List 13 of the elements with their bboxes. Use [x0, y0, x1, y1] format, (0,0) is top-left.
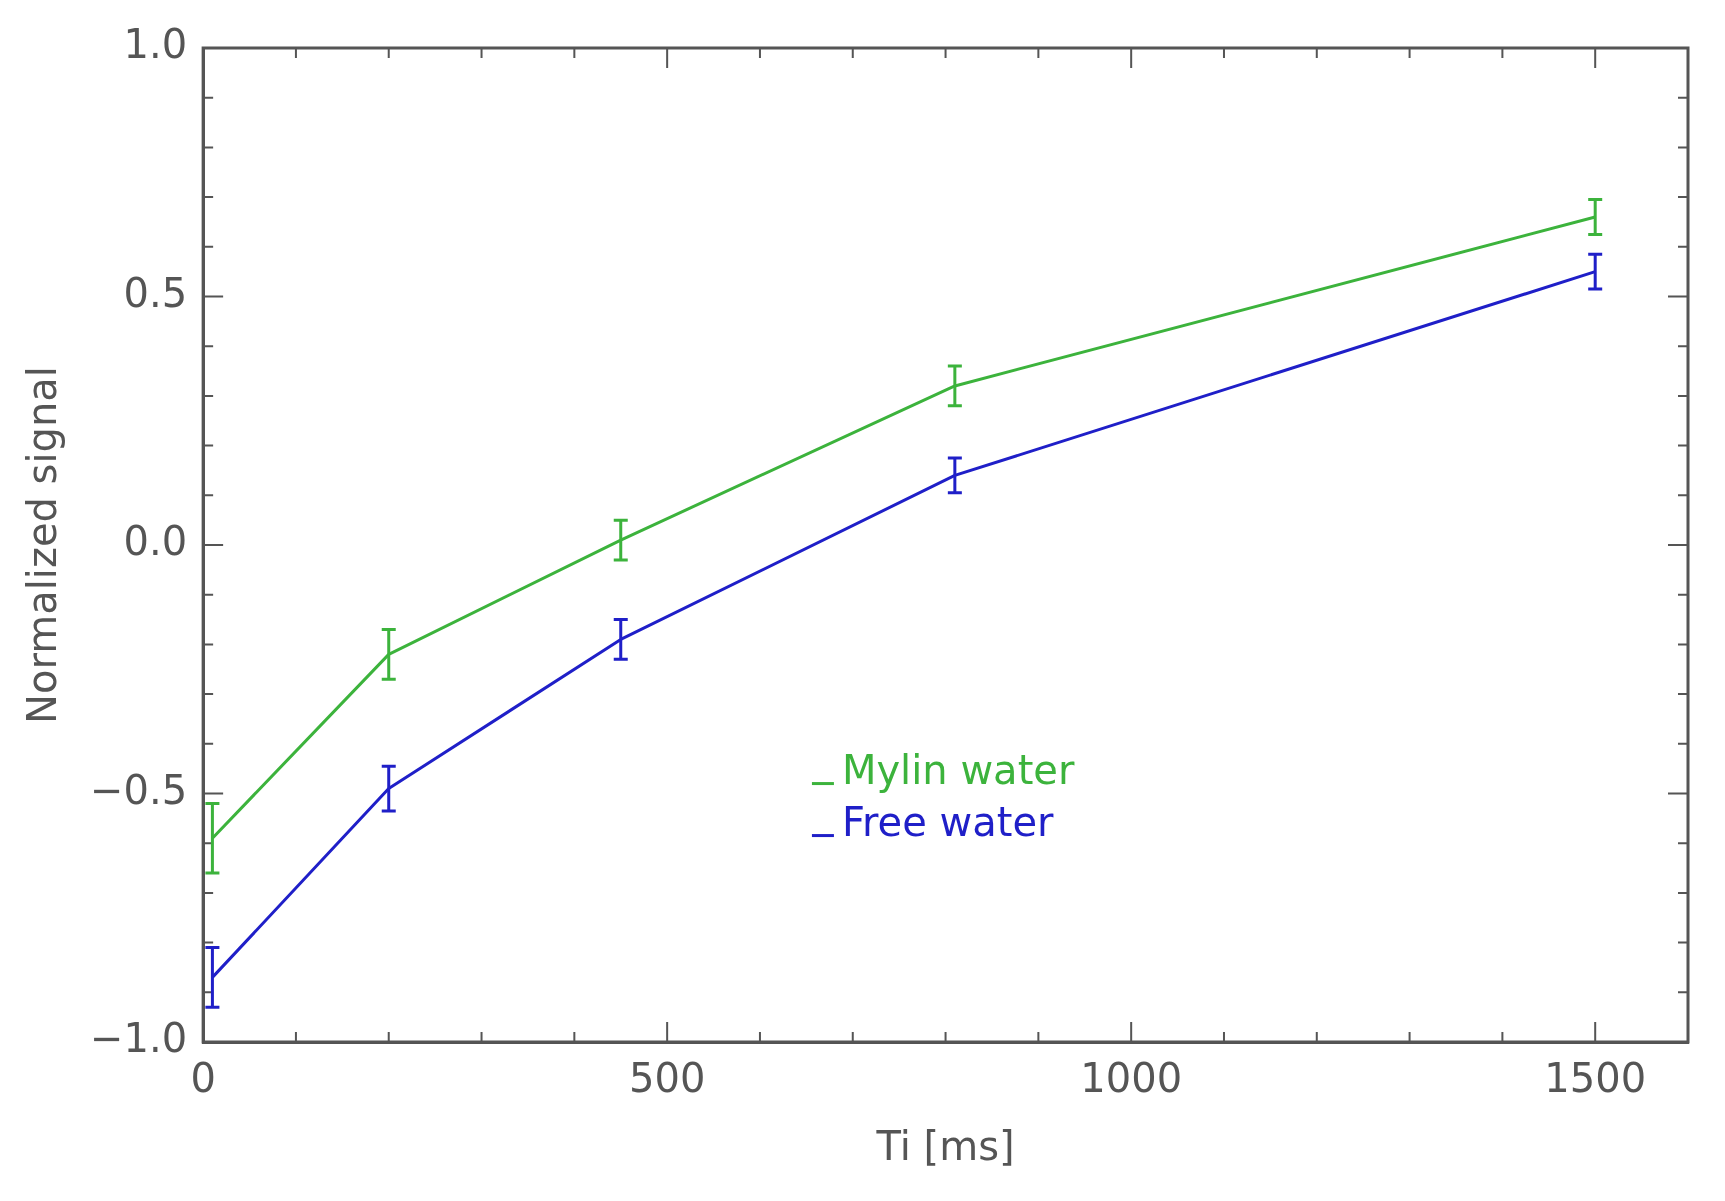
- x-axis-title: Ti [ms]: [875, 1123, 1015, 1170]
- y-tick-label: −0.5: [89, 766, 188, 813]
- y-tick-label: 0.0: [123, 518, 188, 565]
- x-tick-label: 500: [628, 1055, 706, 1102]
- x-tick-label: 1500: [1544, 1055, 1647, 1102]
- y-tick-label: −1.0: [89, 1015, 188, 1062]
- y-tick-label: 0.5: [123, 269, 188, 316]
- y-tick-label: 1.0: [123, 21, 188, 68]
- x-tick-label: 0: [190, 1055, 216, 1102]
- y-axis-title: Normalized signal: [19, 366, 66, 724]
- legend-label: Mylin water: [841, 746, 1075, 793]
- x-tick-label: 1000: [1080, 1055, 1183, 1102]
- legend-label: Free water: [841, 798, 1055, 845]
